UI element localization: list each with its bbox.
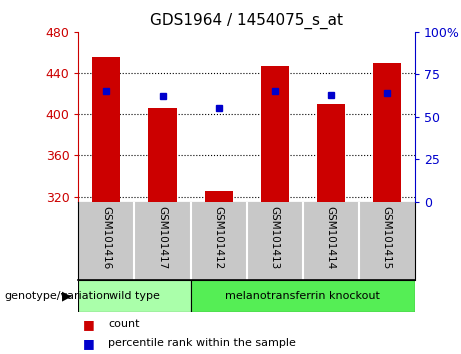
Bar: [92, 57, 120, 202]
Text: GSM101415: GSM101415: [382, 206, 392, 269]
Text: GSM101416: GSM101416: [101, 206, 112, 269]
Bar: [190, 280, 415, 312]
Text: wild type: wild type: [109, 291, 160, 301]
Bar: [317, 104, 345, 202]
Text: ▶: ▶: [62, 289, 71, 302]
Text: count: count: [108, 319, 140, 329]
Text: GSM101414: GSM101414: [326, 206, 336, 269]
Text: GSM101413: GSM101413: [270, 206, 280, 269]
Bar: [260, 66, 289, 202]
Text: GSM101412: GSM101412: [213, 206, 224, 269]
Bar: [78, 280, 190, 312]
Text: melanotransferrin knockout: melanotransferrin knockout: [225, 291, 380, 301]
Bar: [148, 108, 177, 202]
Text: ■: ■: [83, 318, 95, 331]
Text: percentile rank within the sample: percentile rank within the sample: [108, 338, 296, 348]
Text: ■: ■: [83, 337, 95, 350]
Text: genotype/variation: genotype/variation: [5, 291, 111, 301]
Bar: [373, 63, 401, 202]
Title: GDS1964 / 1454075_s_at: GDS1964 / 1454075_s_at: [150, 13, 343, 29]
Bar: [205, 192, 233, 202]
Text: GSM101417: GSM101417: [158, 206, 167, 269]
